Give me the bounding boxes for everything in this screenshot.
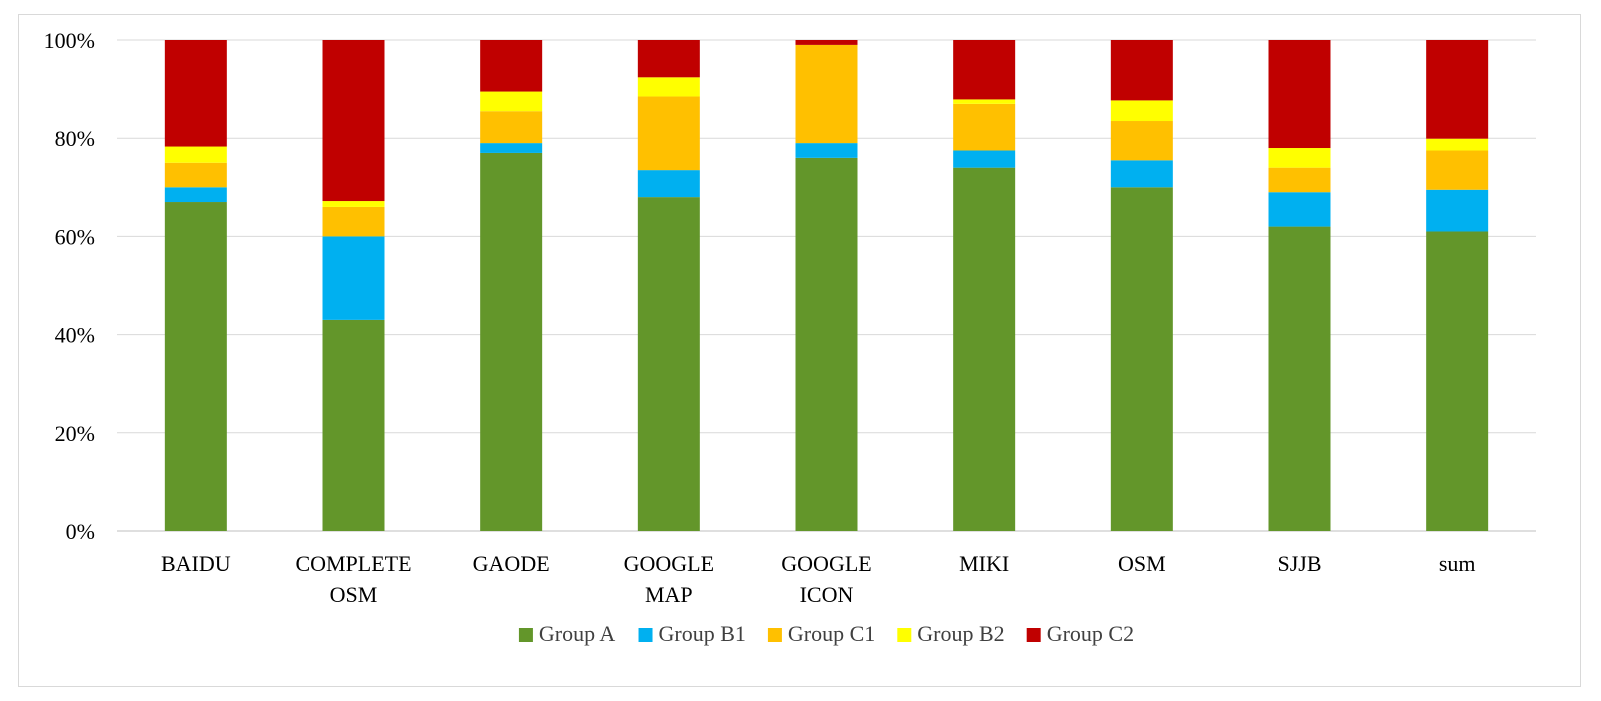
legend-label: Group B1: [659, 621, 746, 646]
bar-segment-group-b2: [1426, 138, 1489, 151]
bar-segment-group-a: [164, 202, 227, 531]
bar-segment-group-c2: [637, 40, 700, 78]
bar-segment-group-b2: [953, 99, 1016, 104]
legend-swatch: [897, 628, 912, 642]
bar-segment-group-c1: [1110, 121, 1173, 161]
legend-label: Group C2: [1047, 621, 1134, 646]
bar-segment-group-c1: [1268, 167, 1331, 193]
x-category-label: OSM: [1118, 551, 1166, 576]
bar-segment-group-a: [1426, 231, 1489, 532]
bar-segment-group-b1: [1426, 189, 1489, 232]
bar-segment-group-b1: [322, 236, 385, 320]
legend-swatch: [518, 628, 533, 642]
x-category-label: GAODE: [473, 551, 550, 576]
x-category-label: MAP: [645, 582, 693, 607]
x-category-label: SJJB: [1277, 551, 1321, 576]
bar-segment-group-b1: [1110, 160, 1173, 188]
x-category-label: OSM: [330, 582, 378, 607]
bar-segment-group-c1: [480, 111, 543, 144]
y-tick-label: 0%: [66, 519, 95, 544]
bar-segment-group-a: [953, 167, 1016, 531]
bar-segment-group-a: [480, 152, 543, 531]
bar-segment-group-a: [795, 157, 858, 531]
bar-segment-group-c1: [1426, 150, 1489, 190]
bar-segment-group-c1: [322, 206, 385, 237]
x-category-label: COMPLETE: [295, 551, 411, 576]
bar-segment-group-a: [1110, 187, 1173, 532]
bar-segment-group-b1: [1268, 192, 1331, 227]
bar-segment-group-c2: [164, 40, 227, 147]
bar-segment-group-c2: [480, 40, 543, 92]
bar-segment-group-c2: [322, 40, 385, 202]
y-tick-label: 100%: [44, 28, 95, 53]
bar-segment-group-b1: [480, 143, 543, 153]
bar-segment-group-c2: [795, 40, 858, 45]
bar-segment-group-b2: [1110, 100, 1173, 122]
bar-segment-group-b2: [1268, 148, 1331, 168]
x-category-label: sum: [1439, 551, 1476, 576]
y-tick-label: 60%: [55, 224, 95, 249]
legend-swatch: [1026, 628, 1041, 642]
bar-segment-group-c2: [1110, 40, 1173, 101]
x-category-label: ICON: [800, 582, 854, 607]
bar-segment-group-c1: [953, 103, 1016, 151]
bar-segment-group-c1: [164, 162, 227, 188]
x-category-label: MIKI: [959, 551, 1009, 576]
bar-segment-group-a: [1268, 226, 1331, 531]
legend-swatch: [767, 628, 782, 642]
x-category-label: GOOGLE: [781, 551, 871, 576]
x-category-label: GOOGLE: [624, 551, 714, 576]
bar-segment-group-c1: [795, 44, 858, 144]
bar-segment-group-b2: [637, 77, 700, 97]
bar-segment-group-b2: [480, 91, 543, 112]
bar-segment-group-c2: [1426, 40, 1489, 139]
bar-segment-group-b1: [637, 170, 700, 198]
legend-label: Group C1: [788, 621, 875, 646]
bar-segment-group-c2: [1268, 40, 1331, 149]
bar-segment-group-b1: [164, 187, 227, 203]
x-category-label: BAIDU: [161, 551, 231, 576]
legend-swatch: [638, 628, 653, 642]
y-tick-label: 80%: [55, 126, 95, 151]
bar-segment-group-b2: [164, 146, 227, 163]
legend-label: Group A: [539, 621, 616, 646]
bar-segment-group-b1: [795, 143, 858, 158]
y-tick-label: 20%: [55, 421, 95, 446]
bar-segment-group-a: [322, 319, 385, 531]
legend-label: Group B2: [917, 621, 1004, 646]
bar-segment-group-c2: [953, 40, 1016, 100]
bar-segment-group-b2: [322, 201, 385, 207]
y-tick-label: 40%: [55, 323, 95, 348]
bar-segment-group-a: [637, 197, 700, 531]
bar-segment-group-b1: [953, 150, 1016, 168]
bar-segment-group-c1: [637, 96, 700, 171]
